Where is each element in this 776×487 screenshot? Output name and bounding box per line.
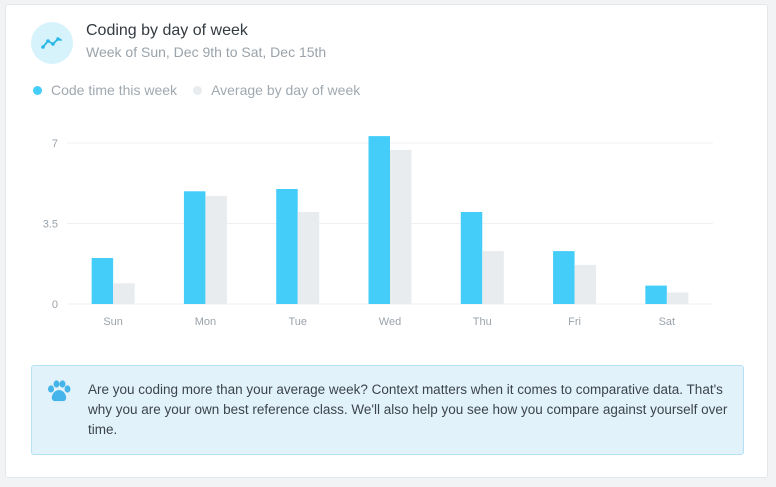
paw-icon bbox=[46, 380, 72, 409]
bar-this-week bbox=[460, 212, 483, 304]
legend-item-this-week[interactable]: Code time this week bbox=[33, 82, 177, 98]
x-tick-label: Fri bbox=[568, 316, 581, 328]
trend-line-icon bbox=[31, 22, 73, 64]
bar-this-week bbox=[368, 136, 390, 304]
x-tick-label: Sun bbox=[103, 316, 123, 328]
bar-average bbox=[666, 292, 689, 304]
bar-average bbox=[390, 149, 412, 304]
legend-item-average[interactable]: Average by day of week bbox=[193, 82, 360, 98]
chart-legend: Code time this week Average by day of we… bbox=[33, 82, 376, 98]
chart-subtitle: Week of Sun, Dec 9th to Sat, Dec 15th bbox=[86, 44, 327, 60]
x-tick-label: Thu bbox=[473, 316, 492, 328]
bar-average bbox=[205, 195, 227, 304]
y-tick-label: 3.5 bbox=[43, 219, 58, 231]
bar-chart: 0 3.5 7 Sun Mon Tue Wed Thu Fri Sat bbox=[43, 136, 713, 328]
notice-text: Are you coding more than your average we… bbox=[88, 382, 728, 437]
x-tick-label: Tue bbox=[288, 316, 307, 328]
legend-label-this-week: Code time this week bbox=[51, 82, 178, 98]
bar-average bbox=[113, 283, 135, 304]
bar-this-week bbox=[91, 258, 114, 304]
bar-average bbox=[574, 264, 597, 304]
legend-swatch-average bbox=[193, 85, 203, 95]
bar-this-week bbox=[645, 285, 667, 304]
legend-label-average: Average by day of week bbox=[211, 82, 361, 98]
chart-card: Coding by day of week Week of Sun, Dec 9… bbox=[5, 4, 768, 478]
chart-title: Coding by day of week bbox=[86, 22, 248, 39]
x-tick-label: Wed bbox=[379, 316, 401, 328]
y-tick-label: 0 bbox=[52, 299, 58, 311]
info-notice: Are you coding more than your average we… bbox=[31, 365, 744, 455]
legend-swatch-this-week bbox=[33, 85, 42, 95]
x-tick-label: Mon bbox=[195, 316, 216, 328]
bar-average bbox=[482, 251, 504, 304]
x-tick-label: Sat bbox=[659, 316, 676, 328]
bar-average bbox=[297, 212, 320, 304]
bar-this-week bbox=[553, 251, 575, 304]
bar-this-week bbox=[183, 191, 206, 304]
y-tick-label: 7 bbox=[52, 138, 58, 150]
bar-this-week bbox=[276, 189, 298, 304]
